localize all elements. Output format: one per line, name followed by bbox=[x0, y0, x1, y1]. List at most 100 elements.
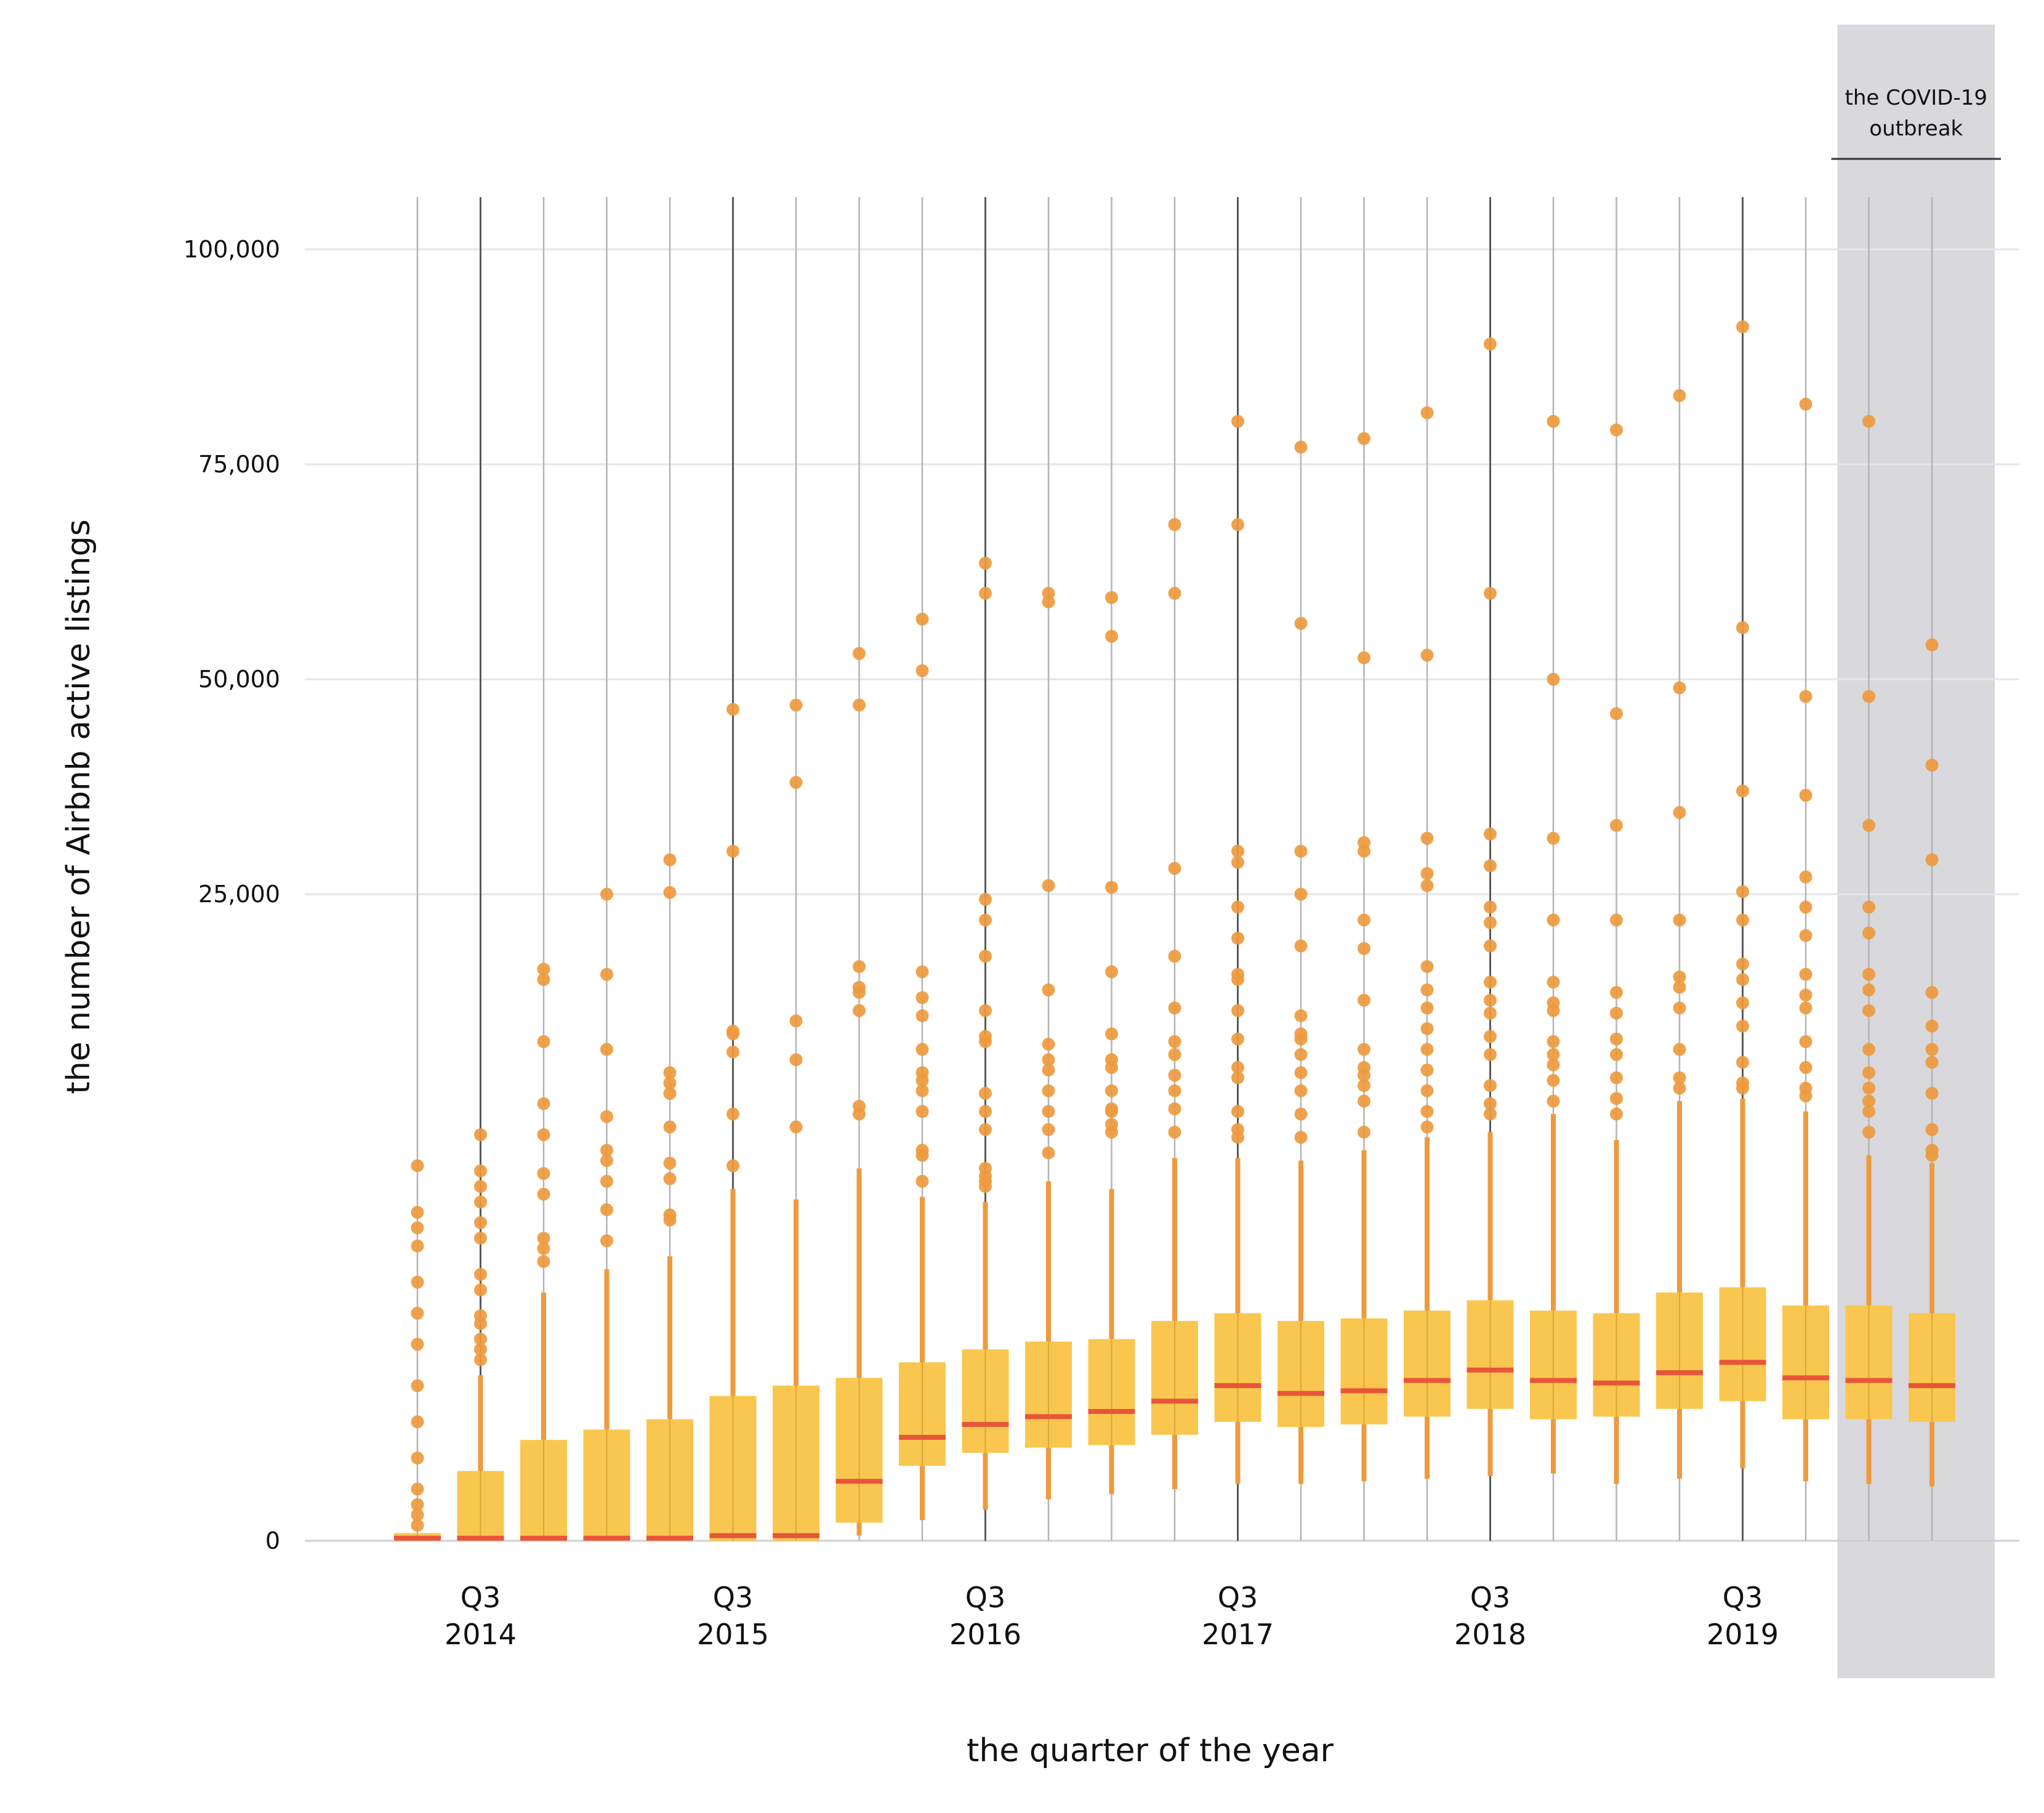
outlier-point bbox=[1736, 621, 1749, 634]
y-tick-label: 0 bbox=[265, 1527, 280, 1554]
outlier-point bbox=[1168, 862, 1181, 875]
covid-annotation-line2: outbreak bbox=[1869, 116, 1963, 141]
y-tick-label: 25,000 bbox=[198, 881, 280, 908]
outlier-point bbox=[1736, 320, 1749, 334]
outlier-point bbox=[537, 1097, 550, 1110]
outlier-point bbox=[1358, 993, 1370, 1007]
outlier-point bbox=[915, 1009, 929, 1022]
outlier-point bbox=[1420, 1022, 1434, 1035]
outlier-point bbox=[1799, 788, 1813, 802]
outlier-point bbox=[1925, 638, 1939, 652]
outlier-point bbox=[1105, 1118, 1118, 1131]
outlier-point bbox=[1862, 1125, 1875, 1139]
outlier-point bbox=[537, 1128, 550, 1142]
quarter-box-group bbox=[1151, 518, 1198, 1489]
box-layer bbox=[394, 320, 1955, 1541]
outlier-point bbox=[853, 1004, 866, 1017]
outlier-point bbox=[1042, 1105, 1055, 1118]
outlier-point bbox=[1042, 1146, 1055, 1160]
outlier-point bbox=[1610, 707, 1623, 721]
outlier-point bbox=[1231, 855, 1244, 869]
outlier-point bbox=[1294, 1009, 1308, 1022]
x-tick-quarter: Q3 bbox=[1723, 1581, 1763, 1614]
y-axis-title: the number of Airbnb active listings bbox=[60, 519, 97, 1094]
outlier-point bbox=[1736, 1056, 1749, 1069]
outlier-point bbox=[1294, 887, 1308, 901]
outlier-point bbox=[1105, 591, 1118, 604]
outlier-point bbox=[1610, 1092, 1623, 1105]
outlier-point bbox=[1484, 939, 1497, 953]
quarter-box-group bbox=[583, 887, 630, 1541]
outlier-point bbox=[1420, 1084, 1434, 1097]
outlier-point bbox=[1547, 913, 1560, 927]
outlier-point bbox=[474, 1164, 487, 1177]
outlier-point bbox=[663, 886, 677, 899]
outlier-point bbox=[1168, 1048, 1181, 1061]
outlier-point bbox=[1294, 1131, 1308, 1144]
quarter-box-group bbox=[899, 612, 946, 1520]
quarter-box-group bbox=[1088, 591, 1135, 1495]
outlier-point bbox=[1799, 967, 1813, 981]
outlier-point bbox=[979, 950, 992, 963]
outlier-point bbox=[411, 1519, 424, 1532]
outlier-point bbox=[1105, 1084, 1118, 1097]
outlier-point bbox=[1105, 1027, 1118, 1041]
outlier-point bbox=[1358, 1043, 1370, 1056]
outlier-point bbox=[979, 1123, 992, 1136]
outlier-point bbox=[600, 1203, 613, 1216]
outlier-point bbox=[789, 698, 803, 712]
outlier-point bbox=[1736, 784, 1749, 797]
outlier-point bbox=[1925, 1043, 1939, 1056]
outlier-point bbox=[1547, 831, 1560, 845]
outlier-point bbox=[1420, 1064, 1434, 1077]
y-axis: 0 25,000 50,000 75,000 100,000 bbox=[183, 236, 280, 1554]
quarter-box-group bbox=[1782, 397, 1829, 1482]
outlier-point bbox=[726, 1025, 739, 1038]
outlier-point bbox=[1042, 1123, 1055, 1136]
outlier-point bbox=[1610, 1107, 1623, 1121]
outlier-point bbox=[979, 1105, 992, 1118]
outlier-point bbox=[1231, 1071, 1244, 1084]
quarter-box-group bbox=[646, 853, 693, 1541]
outlier-point bbox=[915, 612, 929, 626]
outlier-point bbox=[411, 1415, 424, 1429]
outlier-point bbox=[1358, 651, 1370, 664]
x-tick-quarter: Q3 bbox=[965, 1581, 1005, 1614]
outlier-point bbox=[1862, 983, 1875, 996]
outlier-point bbox=[1799, 397, 1813, 411]
outlier-point bbox=[537, 973, 550, 987]
outlier-point bbox=[411, 1338, 424, 1351]
outlier-point bbox=[915, 991, 929, 1004]
outlier-point bbox=[537, 1167, 550, 1181]
outlier-point bbox=[1042, 1038, 1055, 1051]
outlier-point bbox=[1799, 870, 1813, 884]
outlier-point bbox=[1610, 1006, 1623, 1020]
quarter-box-group bbox=[1214, 414, 1261, 1484]
outlier-point bbox=[1799, 988, 1813, 1002]
outlier-point bbox=[1862, 1094, 1875, 1108]
outlier-point bbox=[411, 1482, 424, 1496]
outlier-point bbox=[411, 1306, 424, 1320]
outlier-point bbox=[600, 1110, 613, 1123]
outlier-point bbox=[789, 1120, 803, 1134]
outlier-point bbox=[1673, 389, 1686, 402]
outlier-point bbox=[411, 1221, 424, 1235]
outlier-point bbox=[474, 1332, 487, 1346]
outlier-point bbox=[1420, 866, 1434, 880]
outlier-point bbox=[1673, 1081, 1686, 1095]
outlier-point bbox=[1358, 913, 1370, 927]
outlier-point bbox=[1168, 1084, 1181, 1097]
outlier-point bbox=[1799, 929, 1813, 942]
x-tick-quarter: Q3 bbox=[461, 1581, 501, 1614]
outlier-point bbox=[1484, 916, 1497, 929]
x-axis: Q3 2014 Q3 2015 Q3 2016 Q3 2017 Q3 2018 … bbox=[445, 1581, 1779, 1651]
x-tick-year: 2017 bbox=[1202, 1618, 1274, 1651]
gridline-layer bbox=[305, 248, 2019, 1542]
outlier-point bbox=[979, 586, 992, 600]
outlier-point bbox=[979, 1086, 992, 1100]
outlier-point bbox=[1799, 900, 1813, 914]
outlier-point bbox=[1420, 648, 1434, 662]
quarter-box-group bbox=[1593, 423, 1640, 1484]
outlier-point bbox=[1231, 1032, 1244, 1046]
outlier-point bbox=[726, 703, 739, 716]
